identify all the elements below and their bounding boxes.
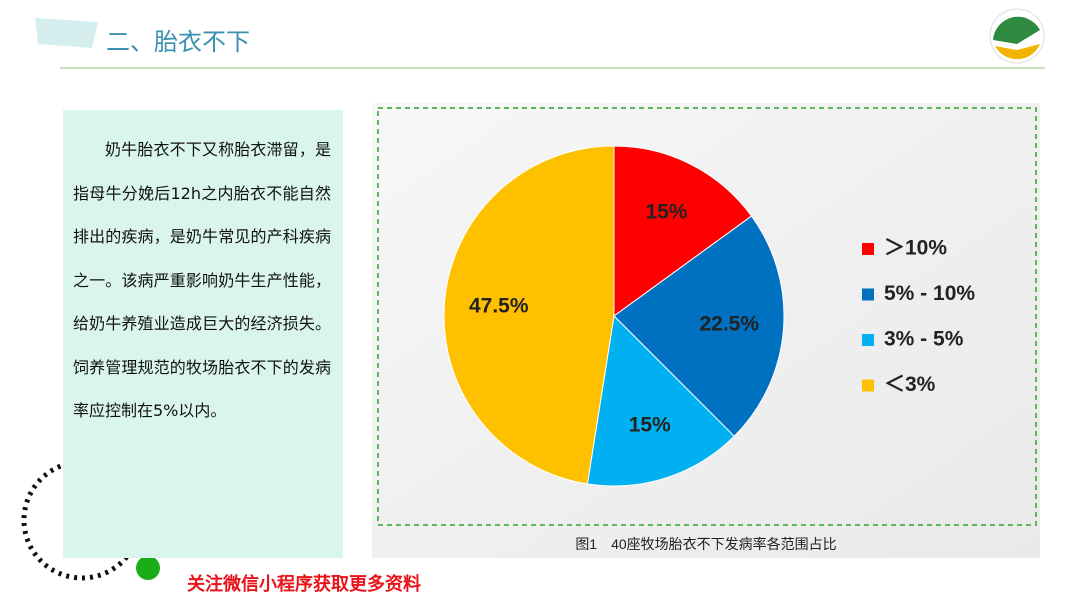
legend-swatch bbox=[862, 379, 874, 392]
legend-swatch bbox=[862, 243, 874, 255]
chart: 图1 40座牧场胎衣不下发病率各范围占比 15% ＞10% 22.5% 5% - 10… bbox=[372, 103, 1040, 558]
body-text: 奶牛胎衣不下又称胎衣滞留，是指母牛分娩后12h之内胎衣不能自然排出的疾病，是奶牛… bbox=[63, 110, 343, 558]
value-label: 22.5% bbox=[699, 313, 759, 336]
logo-part bbox=[993, 16, 1040, 44]
pie-slice bbox=[586, 314, 735, 487]
title-ribbon bbox=[35, 18, 98, 48]
footer-note: 关注微信小程序获取更多资料 bbox=[187, 574, 421, 595]
pie-slice bbox=[443, 145, 615, 485]
pie-slice bbox=[613, 145, 753, 317]
pie-slice bbox=[613, 215, 785, 437]
logo-part bbox=[995, 44, 1040, 60]
legend-label: 3% - 5% bbox=[884, 328, 964, 351]
chart-caption: 图1 40座牧场胎衣不下发病率各范围占比 bbox=[575, 536, 836, 552]
legend-swatch bbox=[862, 288, 874, 301]
value-label: 15% bbox=[629, 413, 671, 436]
legend-label: ＞10% bbox=[884, 237, 947, 260]
legend-label: 5% - 10% bbox=[884, 282, 975, 305]
legend-label: ＜3% bbox=[884, 373, 936, 396]
value-label: 15% bbox=[645, 201, 687, 224]
value-label: 47.5% bbox=[469, 294, 529, 317]
chart-frame bbox=[377, 107, 1037, 526]
slide-title: 二、胎衣不下 bbox=[106, 28, 250, 56]
legend-swatch bbox=[862, 334, 874, 346]
